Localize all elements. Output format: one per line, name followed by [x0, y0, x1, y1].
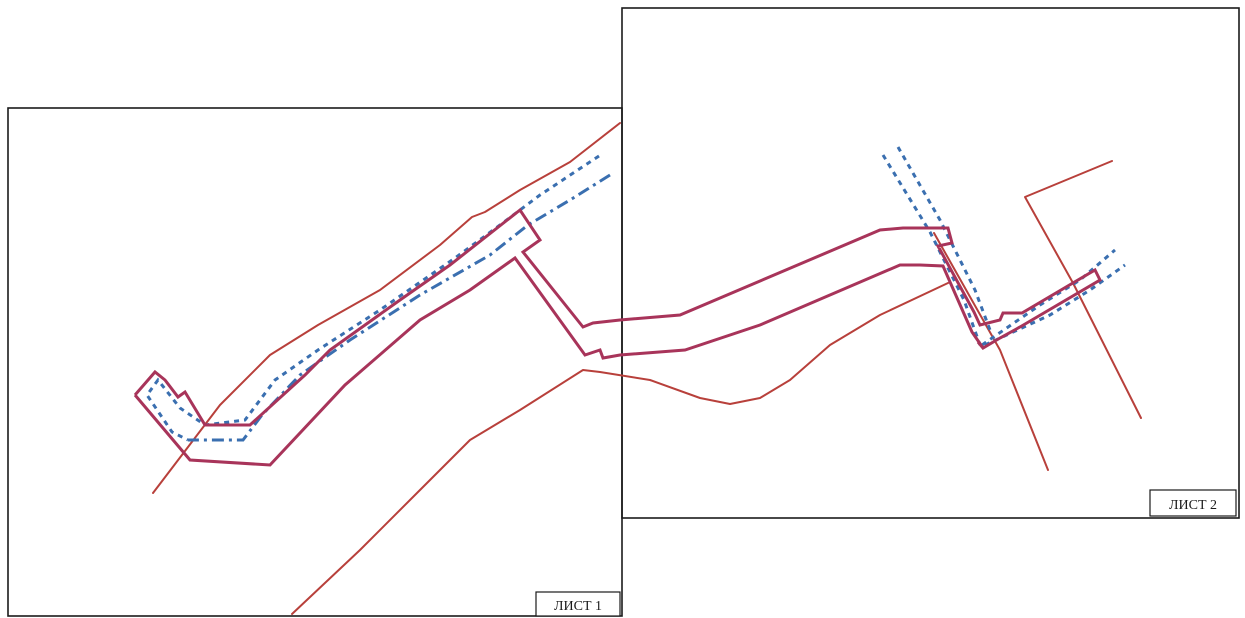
boundary-lower-road — [291, 282, 949, 615]
sheet-2-label-box: ЛИСТ 2 — [1149, 489, 1237, 517]
boundary-cross-line — [933, 232, 1049, 471]
boundary-lines — [152, 122, 1142, 615]
zone-line-dotted-vertical-2 — [896, 146, 992, 331]
boundary-upper-road — [152, 122, 621, 494]
sheet-2-background — [622, 8, 1239, 518]
sheet-2-label: ЛИСТ 2 — [1169, 498, 1217, 513]
land-plot — [133, 207, 1102, 467]
boundary-right-parcel — [1024, 160, 1142, 419]
zone-line-dotted-right-2 — [984, 263, 1126, 347]
zone-line-dotted-left — [145, 154, 600, 442]
zone-line-dotted-right-1 — [981, 248, 1116, 347]
sheet-2 — [621, 7, 1240, 519]
sheet-1-label: ЛИСТ 1 — [554, 599, 602, 614]
sheet-2-frame — [621, 7, 1240, 519]
zone-line-dashdot-left — [188, 173, 611, 442]
land-plot-contour — [133, 207, 1102, 467]
sheet-1-label-box: ЛИСТ 1 — [535, 591, 621, 617]
zone-line-dotted-vertical-1 — [881, 154, 982, 346]
